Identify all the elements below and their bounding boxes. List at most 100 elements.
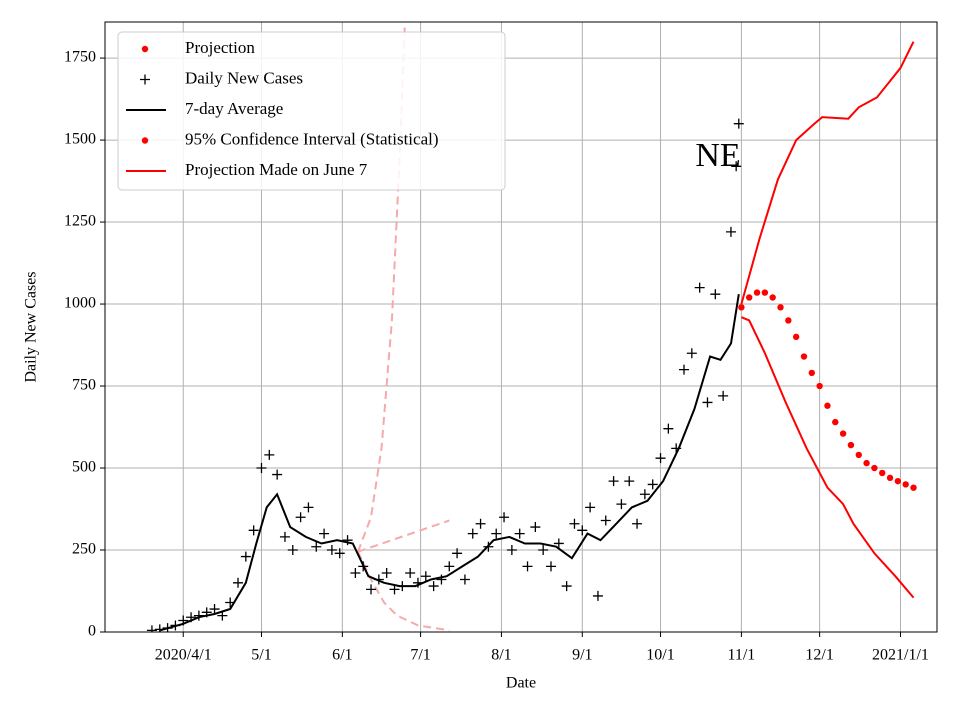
projection-dot (769, 294, 776, 301)
case-marker (162, 623, 173, 632)
case-marker (256, 463, 267, 474)
x-tick-label: 11/1 (727, 647, 755, 664)
case-marker (718, 390, 729, 401)
case-marker (436, 574, 447, 585)
case-marker (600, 515, 611, 526)
case-marker (475, 518, 486, 529)
case-marker (381, 567, 392, 578)
case-marker (585, 502, 596, 513)
x-tick-label: 7/1 (410, 647, 430, 664)
case-marker (186, 612, 197, 623)
legend-marker (140, 74, 150, 85)
case-marker (506, 545, 517, 556)
case-marker (272, 469, 283, 480)
case-marker (624, 476, 635, 487)
projection-dot (902, 481, 909, 488)
case-marker (491, 528, 502, 539)
case-marker (459, 574, 470, 585)
case-marker (553, 538, 564, 549)
legend-marker (141, 137, 149, 144)
series-line (357, 519, 450, 553)
legend-marker (141, 45, 149, 53)
case-marker (647, 479, 658, 490)
projection-dot (879, 469, 886, 477)
y-tick-label: 250 (72, 541, 96, 558)
case-marker (616, 499, 627, 510)
case-marker (522, 561, 533, 572)
legend-box (117, 31, 506, 191)
x-tick-label: 5/1 (251, 647, 271, 664)
x-tick-label: 8/1 (491, 647, 511, 664)
case-marker (608, 476, 619, 487)
case-marker (405, 567, 416, 578)
projection-dot (800, 353, 808, 360)
case-marker (350, 567, 361, 578)
series-line (357, 551, 450, 632)
projection-dot (738, 304, 745, 311)
case-marker (671, 443, 682, 454)
x-tick-label: 2020/4/1 (155, 647, 212, 664)
projection-dot (863, 459, 870, 467)
plot-frame (104, 21, 938, 633)
case-marker (373, 574, 384, 585)
series-line (740, 41, 915, 305)
x-tick-label: 2021/1/1 (872, 647, 929, 664)
case-marker (334, 548, 345, 559)
case-marker (467, 528, 478, 539)
projection-dot (871, 464, 878, 472)
case-marker (279, 531, 290, 542)
case-marker (444, 561, 455, 572)
case-marker (545, 561, 556, 572)
case-marker (731, 161, 742, 172)
case-marker (342, 535, 353, 546)
y-tick-label: 1250 (64, 213, 96, 230)
case-marker (303, 502, 314, 513)
y-tick-label: 1750 (64, 49, 96, 66)
case-marker (412, 577, 423, 588)
projection-dot (753, 289, 761, 296)
case-marker (452, 548, 463, 559)
case-marker (154, 624, 165, 632)
case-marker (170, 620, 181, 631)
case-marker (710, 289, 721, 300)
x-tick-label: 12/1 (805, 647, 833, 664)
case-marker (366, 584, 377, 595)
legend-label: 7-day Average (185, 99, 283, 118)
y-tick-label: 500 (72, 459, 96, 476)
y-tick-label: 1000 (64, 295, 96, 312)
y-tick-label: 1500 (64, 131, 96, 148)
case-marker (499, 512, 510, 523)
plot-area (146, 22, 917, 632)
projection-dot (792, 333, 800, 341)
case-marker (358, 561, 369, 572)
case-marker (561, 581, 572, 592)
x-tick-label: 6/1 (332, 647, 352, 664)
case-marker (264, 449, 275, 460)
projection-dot (839, 430, 847, 437)
y-axis-label: Daily New Cases (23, 271, 40, 382)
case-marker (248, 525, 259, 536)
projection-dot (761, 289, 769, 296)
case-marker (397, 581, 408, 592)
case-marker (217, 610, 228, 621)
case-marker (725, 226, 736, 237)
case-marker (193, 610, 204, 621)
projection-dot (832, 418, 839, 426)
case-marker (686, 348, 697, 359)
projection-dot (816, 382, 823, 390)
y-tick-label: 750 (72, 377, 96, 394)
projection-dot (847, 441, 855, 449)
case-marker (592, 590, 603, 601)
case-marker (225, 597, 236, 608)
case-marker (569, 518, 580, 529)
projection-dot (824, 402, 831, 409)
y-tick-label: 0 (88, 623, 96, 640)
case-marker (663, 423, 674, 434)
case-marker (733, 118, 744, 129)
case-marker (538, 545, 549, 556)
projection-dot (894, 477, 902, 485)
case-marker (428, 581, 439, 592)
case-marker (319, 528, 330, 539)
legend-label: Projection (185, 38, 255, 57)
